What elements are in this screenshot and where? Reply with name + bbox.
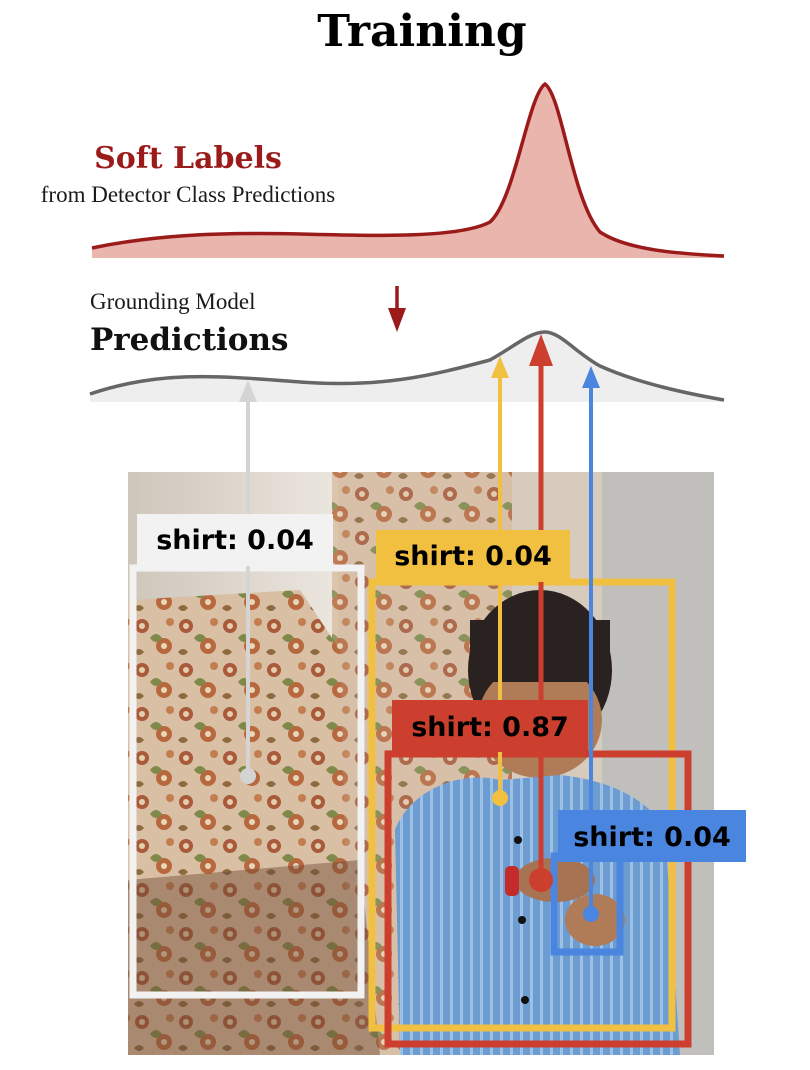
label-blue-text: shirt: 0.04 — [573, 822, 731, 853]
soft-labels-heading: Soft Labels — [94, 141, 282, 176]
label-red-text: shirt: 0.87 — [411, 712, 569, 743]
label-yellow-text: shirt: 0.04 — [394, 541, 552, 572]
soft-label-distribution — [92, 84, 724, 258]
bbox-red — [384, 750, 692, 1048]
label-blue: shirt: 0.04 — [558, 810, 746, 862]
prediction-curve — [89, 330, 725, 402]
arrow-white — [239, 380, 257, 784]
label-white: shirt: 0.04 — [137, 514, 333, 566]
page-title: Training — [317, 6, 526, 57]
label-yellow: shirt: 0.04 — [376, 530, 570, 582]
label-white-text: shirt: 0.04 — [156, 525, 314, 556]
predictions-heading: Predictions — [90, 322, 288, 358]
soft-labels-subheading: from Detector Class Predictions — [41, 182, 336, 207]
arrow-red — [529, 334, 553, 892]
label-red: shirt: 0.87 — [392, 700, 588, 752]
soft-label-curve — [91, 81, 725, 258]
down-arrow-icon — [388, 286, 406, 332]
grounding-model-subheading: Grounding Model — [90, 289, 255, 314]
